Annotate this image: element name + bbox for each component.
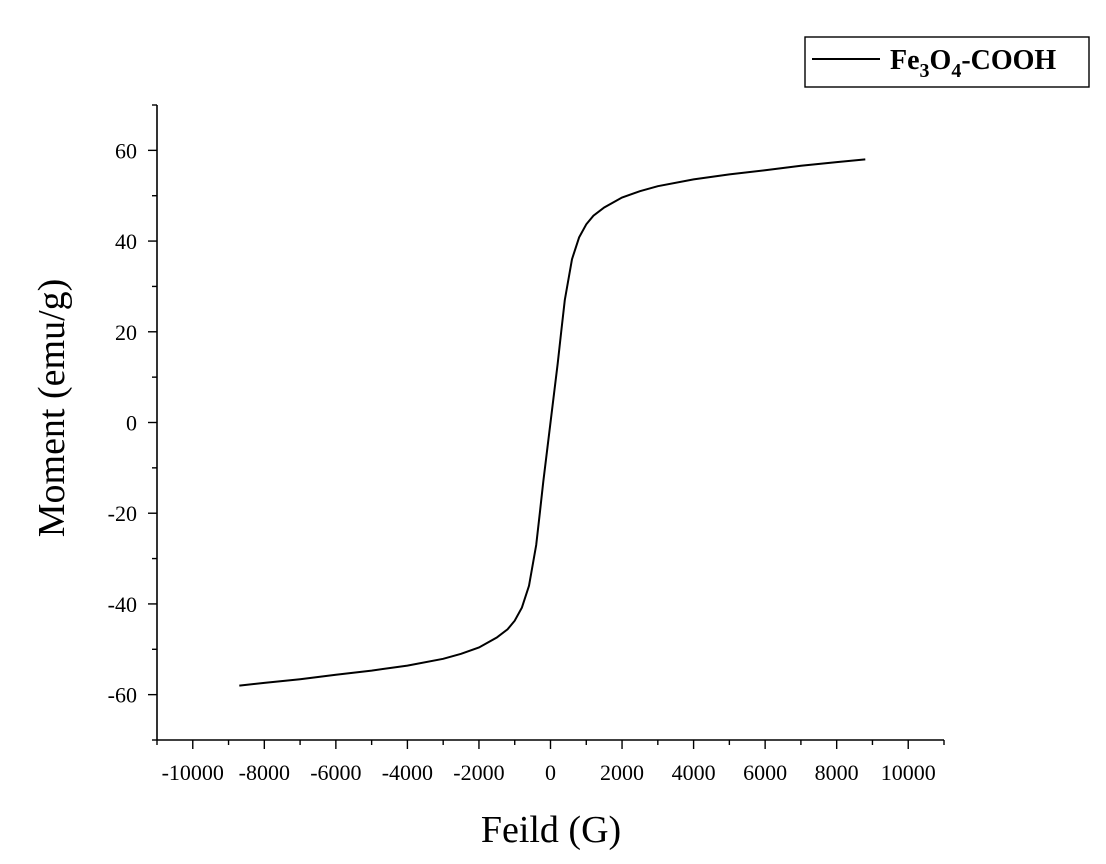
legend-label-sub-3: 3 [920,60,930,82]
x-axis-title: Feild (G) [481,809,621,851]
series-group [239,158,866,687]
x-tick-label: 8000 [815,760,859,785]
x-tick-label: -2000 [453,760,504,785]
y-tick-label: 60 [115,138,137,163]
legend-label-sub-4: 4 [951,60,961,82]
y-tick-label: 0 [126,411,137,436]
x-tick-label: -6000 [310,760,361,785]
y-tick-label: 40 [115,229,137,254]
x-tick-label: -4000 [382,760,433,785]
y-axis-title: Moment (emu/g) [31,279,73,538]
x-tick-label: -8000 [239,760,290,785]
y-tick-label: -40 [108,592,137,617]
minor-ticks [152,104,945,745]
legend-label: Fe3O4-COOH [890,45,1056,82]
legend-label-cooh: -COOH [961,45,1056,76]
x-tick-label: 0 [545,760,556,785]
legend-label-fe: Fe [890,45,920,76]
x-tick-label: -10000 [162,760,224,785]
legend: Fe3O4-COOH [804,36,1090,88]
y-tick-label: 20 [115,320,137,345]
x-tick-label: 4000 [672,760,716,785]
tick-labels: -10000 -8000 -6000 -4000 -2000 0 2000 4000 6000 8… [108,138,936,785]
y-tick-label: -20 [108,501,137,526]
legend-box [804,36,1090,88]
x-tick-label: 6000 [743,760,787,785]
legend-label-o: O [930,45,952,76]
series-line-fe3o4-cooh [239,158,866,687]
x-tick-label: 2000 [600,760,644,785]
major-ticks [148,149,909,749]
x-tick-label: 10000 [881,760,936,785]
y-tick-label: -60 [108,683,137,708]
